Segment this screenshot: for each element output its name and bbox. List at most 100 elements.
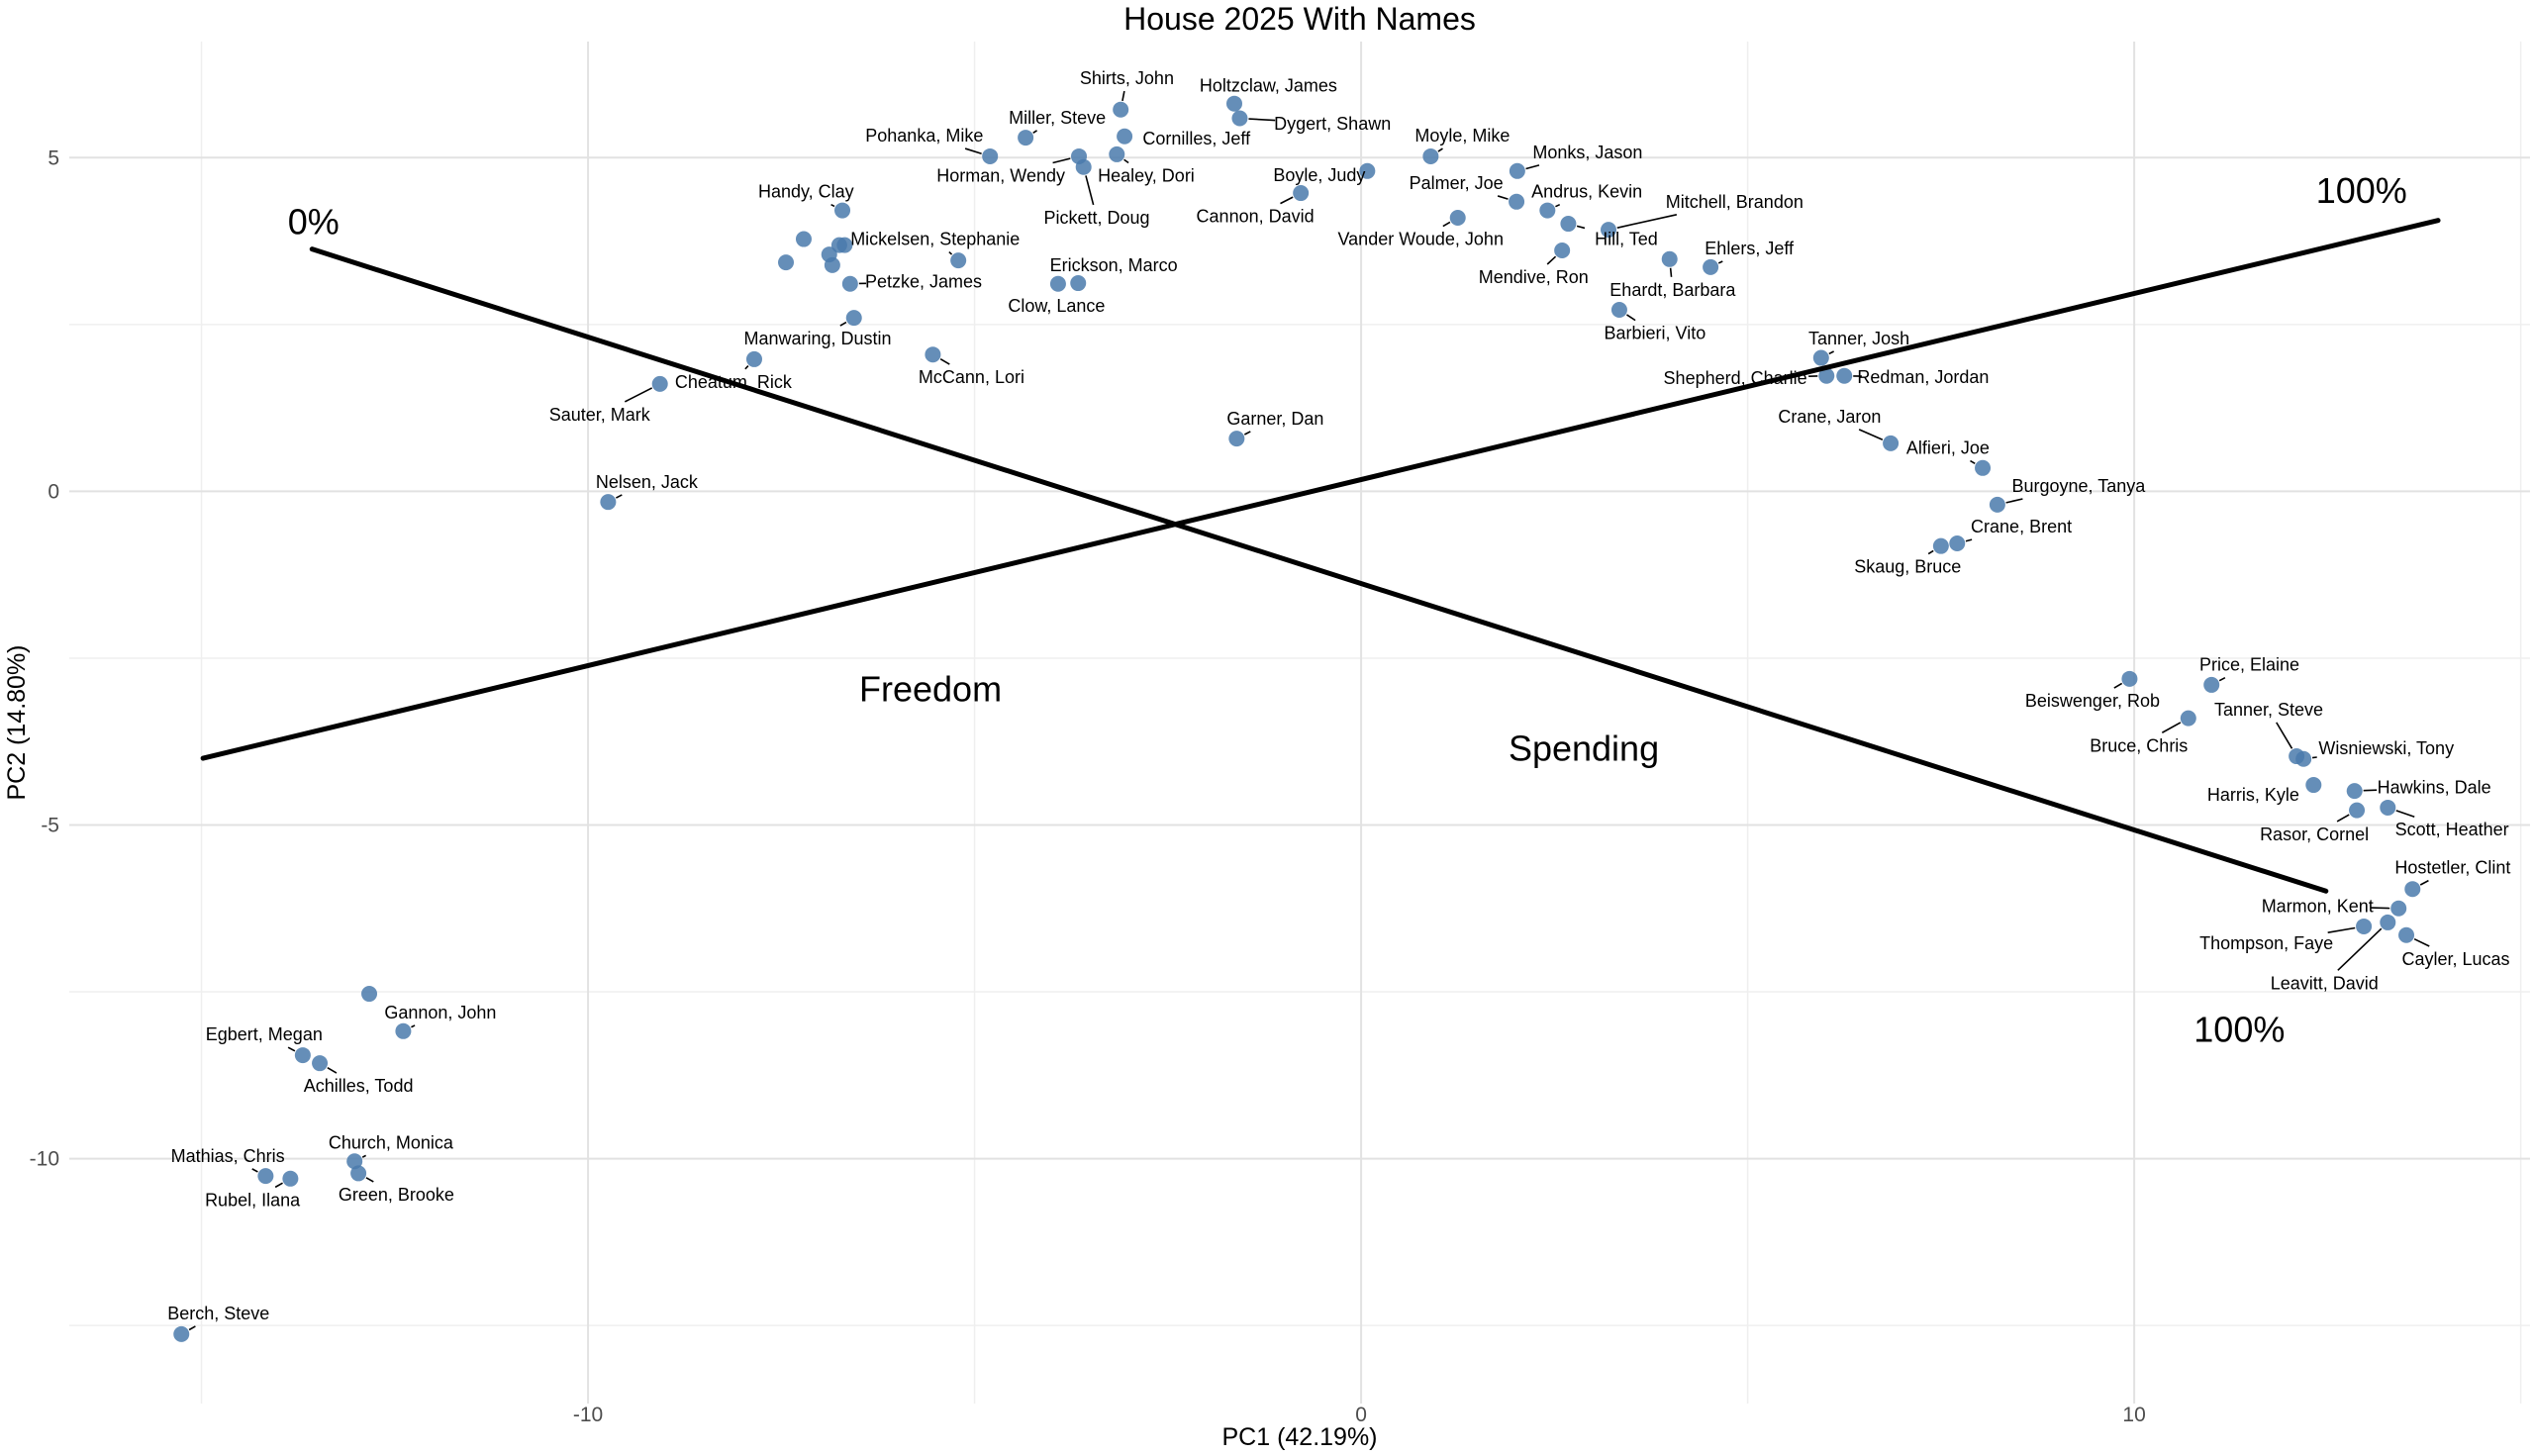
label-leader-line <box>1965 538 1973 542</box>
point-label: Holtzclaw, James <box>1200 75 1337 95</box>
data-point <box>2346 783 2363 800</box>
point-label: Leavitt, David <box>2271 973 2379 993</box>
label-leader-line <box>251 1168 258 1173</box>
data-point <box>2203 676 2220 693</box>
data-point <box>1818 367 1835 384</box>
annotations-layer: Freedom Spending 0% 100% 100% <box>288 170 2407 1049</box>
label-leader-line <box>624 387 653 403</box>
data-point <box>282 1170 299 1187</box>
data-point <box>745 350 762 367</box>
data-point <box>294 1047 311 1064</box>
point-label: Petzke, James <box>865 272 982 292</box>
data-point <box>1560 216 1577 233</box>
label-leader-line <box>1437 147 1443 152</box>
point-label: Green, Brooke <box>339 1185 454 1205</box>
data-point <box>1836 367 1853 384</box>
point-label: Crane, Jaron <box>1778 407 1881 427</box>
data-point <box>1949 534 1966 551</box>
label-leader-line <box>948 250 953 255</box>
point-label: Dygert, Shawn <box>1274 114 1391 134</box>
points-layer <box>173 95 2421 1342</box>
label-leader-line <box>327 1067 338 1074</box>
x-tick-label: 0 <box>1355 1404 1367 1426</box>
data-point <box>2349 802 2366 819</box>
data-point <box>1661 250 1678 267</box>
point-label: Tanner, Josh <box>1808 329 1909 348</box>
data-point <box>1932 537 1949 554</box>
label-leader-line <box>1497 195 1509 200</box>
point-label: Nelsen, Jack <box>596 472 699 492</box>
line-label: Freedom <box>859 669 1002 710</box>
data-point <box>2121 670 2138 687</box>
label-leader-line <box>365 1177 374 1183</box>
label-leader-line <box>1243 431 1251 436</box>
data-point <box>2398 926 2415 943</box>
data-point <box>1812 349 1829 366</box>
point-label: Rasor, Cornel <box>2260 825 2369 844</box>
point-label: Moyle, Mike <box>1414 126 1510 146</box>
data-point <box>950 252 967 269</box>
point-label: Cayler, Lucas <box>2401 949 2509 969</box>
data-point <box>1075 158 1092 175</box>
label-leader-line <box>2113 682 2123 689</box>
data-point <box>845 310 862 327</box>
data-point <box>2380 914 2396 930</box>
point-label: Marmon, Kent <box>2262 897 2374 917</box>
y-tick-label: -10 <box>30 1148 59 1171</box>
point-label: Church, Monica <box>329 1132 454 1152</box>
annotation-label: 100% <box>2316 170 2407 211</box>
label-leader-line <box>1616 214 1678 229</box>
x-tick-label: -10 <box>573 1404 603 1426</box>
point-label: Achilles, Todd <box>304 1076 414 1096</box>
point-label: Sauter, Mark <box>549 405 651 425</box>
data-point <box>1049 275 1066 292</box>
point-label: Redman, Jordan <box>1857 367 1989 387</box>
label-leader-line <box>2413 937 2430 947</box>
data-point <box>2390 900 2407 917</box>
label-leader-line <box>1121 90 1125 102</box>
label-leader-line <box>1669 267 1673 277</box>
point-label: Boyle, Judy <box>1273 165 1365 185</box>
point-label: Cannon, David <box>1197 207 1315 227</box>
data-point <box>1226 95 1243 112</box>
label-leader-line <box>939 358 950 365</box>
label-leader-line <box>1970 459 1976 465</box>
label-leader-line <box>361 1154 366 1158</box>
label-leader-line <box>188 1325 196 1331</box>
point-label: Andrus, Kevin <box>1531 182 1642 202</box>
label-leader-line <box>2161 722 2182 733</box>
point-label: Bruce, Chris <box>2090 735 2188 755</box>
data-point <box>395 1022 412 1039</box>
point-label: Handy, Clay <box>758 182 854 202</box>
data-point <box>1109 146 1125 162</box>
label-leader-line <box>1032 130 1037 134</box>
data-point <box>824 256 840 273</box>
label-leader-line <box>1576 225 1586 230</box>
data-point <box>1070 275 1087 292</box>
data-point <box>1231 110 1248 127</box>
data-point <box>2356 918 2373 934</box>
label-leader-line <box>1546 255 1557 265</box>
data-point <box>1539 202 1556 219</box>
label-leader-line <box>964 147 982 155</box>
point-label: Palmer, Joe <box>1410 173 1504 193</box>
point-label: Harris, Kyle <box>2207 785 2299 805</box>
point-label: Alfieri, Joe <box>1906 438 1990 458</box>
data-point <box>1883 435 1900 451</box>
label-leader-line <box>1626 314 1636 322</box>
data-point <box>600 494 617 511</box>
label-leader-line <box>1858 429 1884 440</box>
label-leader-line <box>830 203 835 208</box>
label-leader-line <box>2419 879 2429 886</box>
data-point <box>257 1168 274 1185</box>
point-label: Rubel, Ilana <box>205 1190 301 1210</box>
data-point <box>1703 258 1719 275</box>
point-label: Monks, Jason <box>1532 143 1642 162</box>
tick-labels-layer: -10 0 10 5 0 -5 -10 <box>30 146 2146 1426</box>
data-point <box>1228 431 1245 447</box>
data-point <box>2404 881 2421 898</box>
label-leader-line <box>287 1046 296 1052</box>
data-point <box>1117 128 1133 145</box>
data-point <box>312 1055 329 1072</box>
data-point <box>1975 459 1992 476</box>
